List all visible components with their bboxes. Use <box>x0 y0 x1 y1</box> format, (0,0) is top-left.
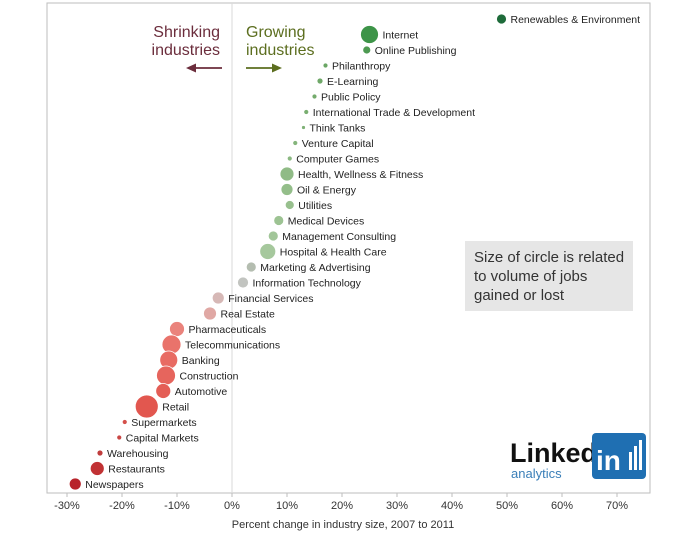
point-label: Utilities <box>298 200 332 212</box>
linkedin-analytics-logo: Linked in analytics <box>510 433 646 481</box>
point-marker <box>121 419 128 425</box>
logo-subtext: analytics <box>511 466 562 481</box>
x-tick-label: -30% <box>54 500 80 512</box>
point-label: Computer Games <box>296 154 379 166</box>
point-label: E-Learning <box>327 76 379 88</box>
point-label: Venture Capital <box>302 138 374 150</box>
x-tick-label: 40% <box>441 500 463 512</box>
x-tick-label: 10% <box>276 500 298 512</box>
x-tick-label: 30% <box>386 500 408 512</box>
point-label: Real Estate <box>221 309 275 321</box>
point-marker <box>284 200 295 210</box>
annotation-background <box>465 241 633 311</box>
point-label: Oil & Energy <box>297 185 357 197</box>
point-label: Public Policy <box>321 92 381 104</box>
point-marker <box>116 434 123 441</box>
point-label: Pharmaceuticals <box>189 324 267 336</box>
x-tick-label: -20% <box>109 500 135 512</box>
point-marker <box>169 321 185 337</box>
point-label: Construction <box>180 371 239 383</box>
point-label: Automotive <box>175 386 228 398</box>
point-label: Restaurants <box>108 464 165 476</box>
point-marker <box>273 215 285 226</box>
point-marker <box>360 25 379 44</box>
point-marker <box>280 183 294 196</box>
point-marker <box>96 449 104 457</box>
point-marker <box>134 394 159 419</box>
point-label: Banking <box>182 355 220 367</box>
point-label: Medical Devices <box>288 216 364 228</box>
point-marker <box>301 125 306 130</box>
point-marker <box>267 230 279 242</box>
point-marker <box>279 166 295 182</box>
bar-chart-icon <box>629 440 642 470</box>
point-marker <box>245 261 257 273</box>
point-label: Marketing & Advertising <box>260 262 370 274</box>
point-marker <box>203 306 217 321</box>
point-marker <box>292 140 299 146</box>
point-marker <box>362 45 372 55</box>
point-marker <box>68 477 82 491</box>
point-marker <box>286 155 293 162</box>
shrinking-header: Shrinking industries <box>152 24 222 73</box>
point-label: Capital Markets <box>126 433 199 445</box>
annotation-box: Size of circle is related to volume of j… <box>465 241 633 311</box>
point-marker <box>156 365 176 386</box>
point-label: Philanthropy <box>332 61 391 73</box>
point-label: Renewables & Environment <box>511 14 641 26</box>
x-axis-label: Percent change in industry size, 2007 to… <box>232 519 454 531</box>
annotation-line-2: to volume of jobs <box>474 268 587 285</box>
point-label: International Trade & Development <box>313 107 475 119</box>
logo-in-box <box>592 433 646 479</box>
shrinking-arrow-icon <box>186 63 222 73</box>
point-marker <box>496 13 507 25</box>
points-layer: Renewables & Environment Internet Online P… <box>68 13 641 491</box>
x-tick-label: 50% <box>496 500 518 512</box>
growing-header: Growing industries <box>246 24 314 73</box>
point-label: Think Tanks <box>310 123 366 135</box>
logo-in-text: in <box>596 445 621 476</box>
shrinking-header-line-2: industries <box>152 42 220 59</box>
point-marker <box>303 109 310 115</box>
point-label: Management Consulting <box>282 231 396 243</box>
point-label: Hospital & Health Care <box>280 247 387 259</box>
x-tick-label: 70% <box>606 500 628 512</box>
x-tick-label: 0% <box>224 500 240 512</box>
growing-header-line-1: Growing <box>246 24 306 41</box>
x-tick-label: -10% <box>164 500 190 512</box>
point-marker <box>155 383 172 399</box>
point-label: Health, Wellness & Fitness <box>298 169 423 181</box>
point-marker <box>311 93 318 100</box>
point-label: Internet <box>383 30 419 42</box>
point-marker <box>237 276 249 289</box>
point-marker <box>322 62 329 69</box>
point-label: Information Technology <box>253 278 362 290</box>
point-marker <box>259 243 277 260</box>
point-label: Supermarkets <box>131 417 196 429</box>
annotation-line-1: Size of circle is related <box>474 249 624 266</box>
point-label: Warehousing <box>107 448 169 460</box>
point-label: Retail <box>162 402 189 414</box>
logo-wordmark: Linked <box>510 438 597 468</box>
shrinking-header-line-1: Shrinking <box>153 24 220 41</box>
growing-header-line-2: industries <box>246 42 314 59</box>
point-marker <box>211 291 225 305</box>
annotation-line-3: gained or lost <box>474 287 565 304</box>
point-marker <box>316 77 324 85</box>
point-label: Telecommunications <box>185 340 280 352</box>
point-label: Newspapers <box>85 479 143 491</box>
point-label: Financial Services <box>228 293 313 305</box>
x-axis-ticks: -30% -20% -10% 0% 10% 20% 30% 40% 50% 60% 70% <box>54 493 628 512</box>
x-tick-label: 60% <box>551 500 573 512</box>
point-label: Online Publishing <box>375 45 457 57</box>
point-marker <box>89 461 105 476</box>
x-tick-label: 20% <box>331 500 353 512</box>
growing-arrow-icon <box>246 63 282 73</box>
